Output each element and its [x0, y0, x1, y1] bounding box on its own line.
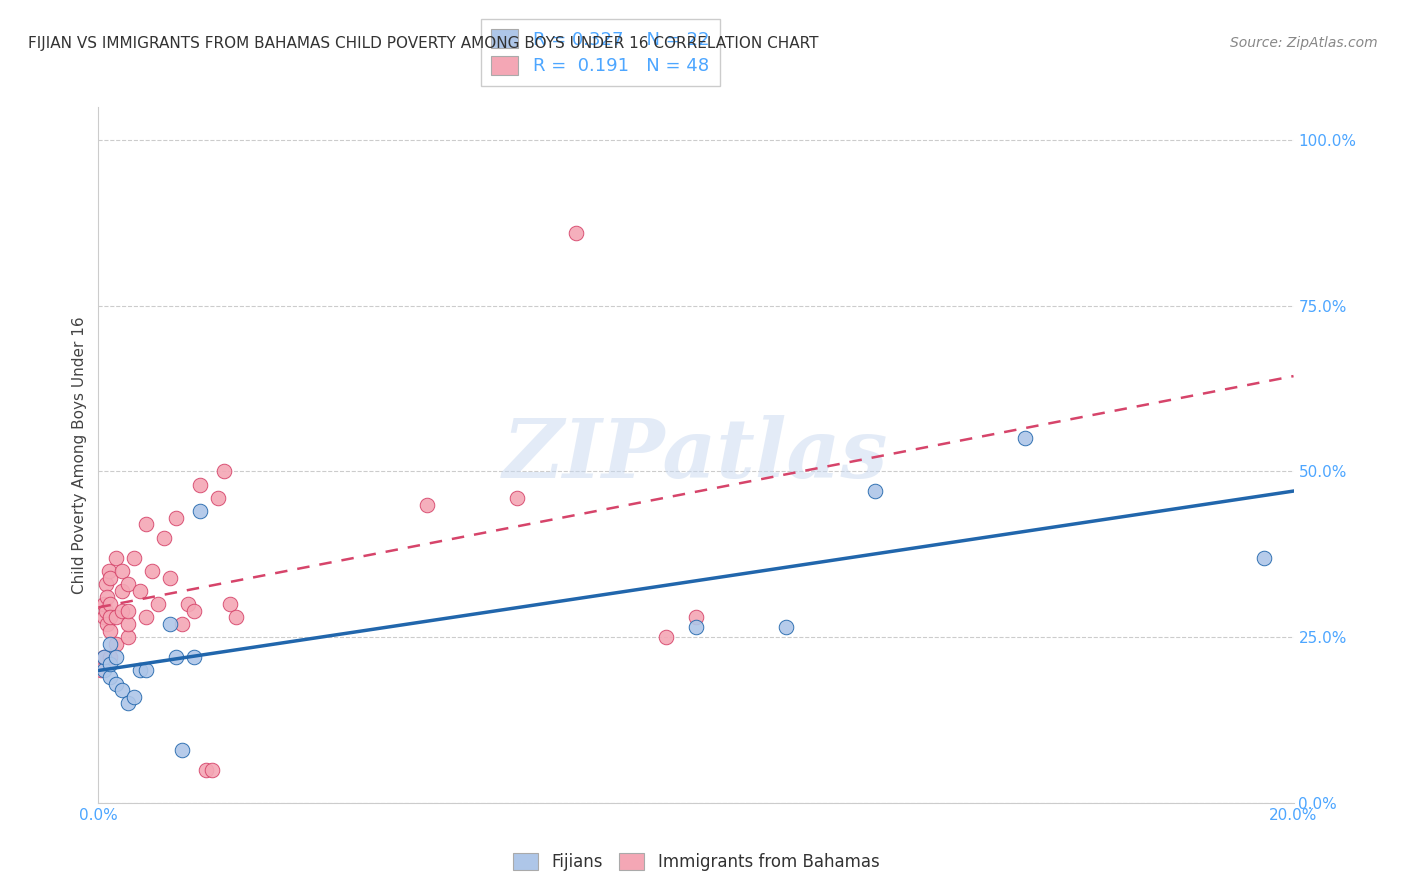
- Point: [159, 616, 181, 631]
- Point: [183, 650, 205, 665]
- Legend: Fijians, Immigrants from Bahamas: Fijians, Immigrants from Bahamas: [506, 847, 886, 878]
- Point: [188, 504, 211, 518]
- Point: [135, 517, 157, 532]
- Point: [172, 743, 194, 757]
- Point: [135, 663, 157, 677]
- Point: [219, 597, 242, 611]
- Point: [98, 624, 122, 638]
- Point: [159, 570, 181, 584]
- Point: [105, 550, 128, 565]
- Point: [96, 616, 118, 631]
- Point: [93, 650, 115, 665]
- Point: [655, 630, 678, 644]
- Point: [177, 597, 200, 611]
- Point: [98, 657, 122, 671]
- Point: [565, 226, 588, 240]
- Point: [111, 564, 134, 578]
- Text: ZIPatlas: ZIPatlas: [503, 415, 889, 495]
- Text: FIJIAN VS IMMIGRANTS FROM BAHAMAS CHILD POVERTY AMONG BOYS UNDER 16 CORRELATION : FIJIAN VS IMMIGRANTS FROM BAHAMAS CHILD …: [28, 36, 818, 51]
- Point: [98, 597, 122, 611]
- Point: [93, 597, 115, 611]
- Point: [93, 650, 115, 665]
- Point: [165, 511, 187, 525]
- Point: [111, 604, 134, 618]
- Point: [105, 637, 128, 651]
- Point: [141, 564, 163, 578]
- Text: Source: ZipAtlas.com: Source: ZipAtlas.com: [1230, 36, 1378, 50]
- Point: [172, 616, 194, 631]
- Point: [105, 650, 128, 665]
- Point: [201, 763, 224, 777]
- Point: [416, 498, 439, 512]
- Point: [148, 597, 170, 611]
- Point: [96, 591, 118, 605]
- Point: [195, 763, 218, 777]
- Point: [105, 676, 128, 690]
- Point: [117, 616, 139, 631]
- Point: [1014, 431, 1036, 445]
- Point: [685, 610, 707, 624]
- Point: [775, 620, 797, 634]
- Point: [129, 583, 152, 598]
- Point: [225, 610, 247, 624]
- Point: [685, 620, 707, 634]
- Y-axis label: Child Poverty Among Boys Under 16: Child Poverty Among Boys Under 16: [72, 316, 87, 594]
- Point: [183, 604, 205, 618]
- Point: [165, 650, 187, 665]
- Point: [506, 491, 529, 505]
- Point: [1253, 550, 1275, 565]
- Point: [93, 663, 115, 677]
- Point: [94, 577, 117, 591]
- Point: [117, 577, 139, 591]
- Point: [188, 477, 211, 491]
- Point: [98, 670, 122, 684]
- Point: [117, 630, 139, 644]
- Point: [865, 484, 887, 499]
- Point: [135, 610, 157, 624]
- Point: [117, 604, 139, 618]
- Point: [98, 650, 122, 665]
- Point: [129, 663, 152, 677]
- Point: [111, 583, 134, 598]
- Point: [212, 465, 235, 479]
- Point: [96, 604, 118, 618]
- Point: [124, 690, 146, 704]
- Point: [98, 610, 122, 624]
- Point: [111, 683, 134, 698]
- Point: [98, 570, 122, 584]
- Point: [207, 491, 229, 505]
- Point: [90, 663, 112, 677]
- Point: [105, 610, 128, 624]
- Point: [153, 531, 176, 545]
- Point: [98, 637, 122, 651]
- Point: [124, 550, 146, 565]
- Point: [93, 610, 115, 624]
- Point: [117, 697, 139, 711]
- Point: [98, 564, 121, 578]
